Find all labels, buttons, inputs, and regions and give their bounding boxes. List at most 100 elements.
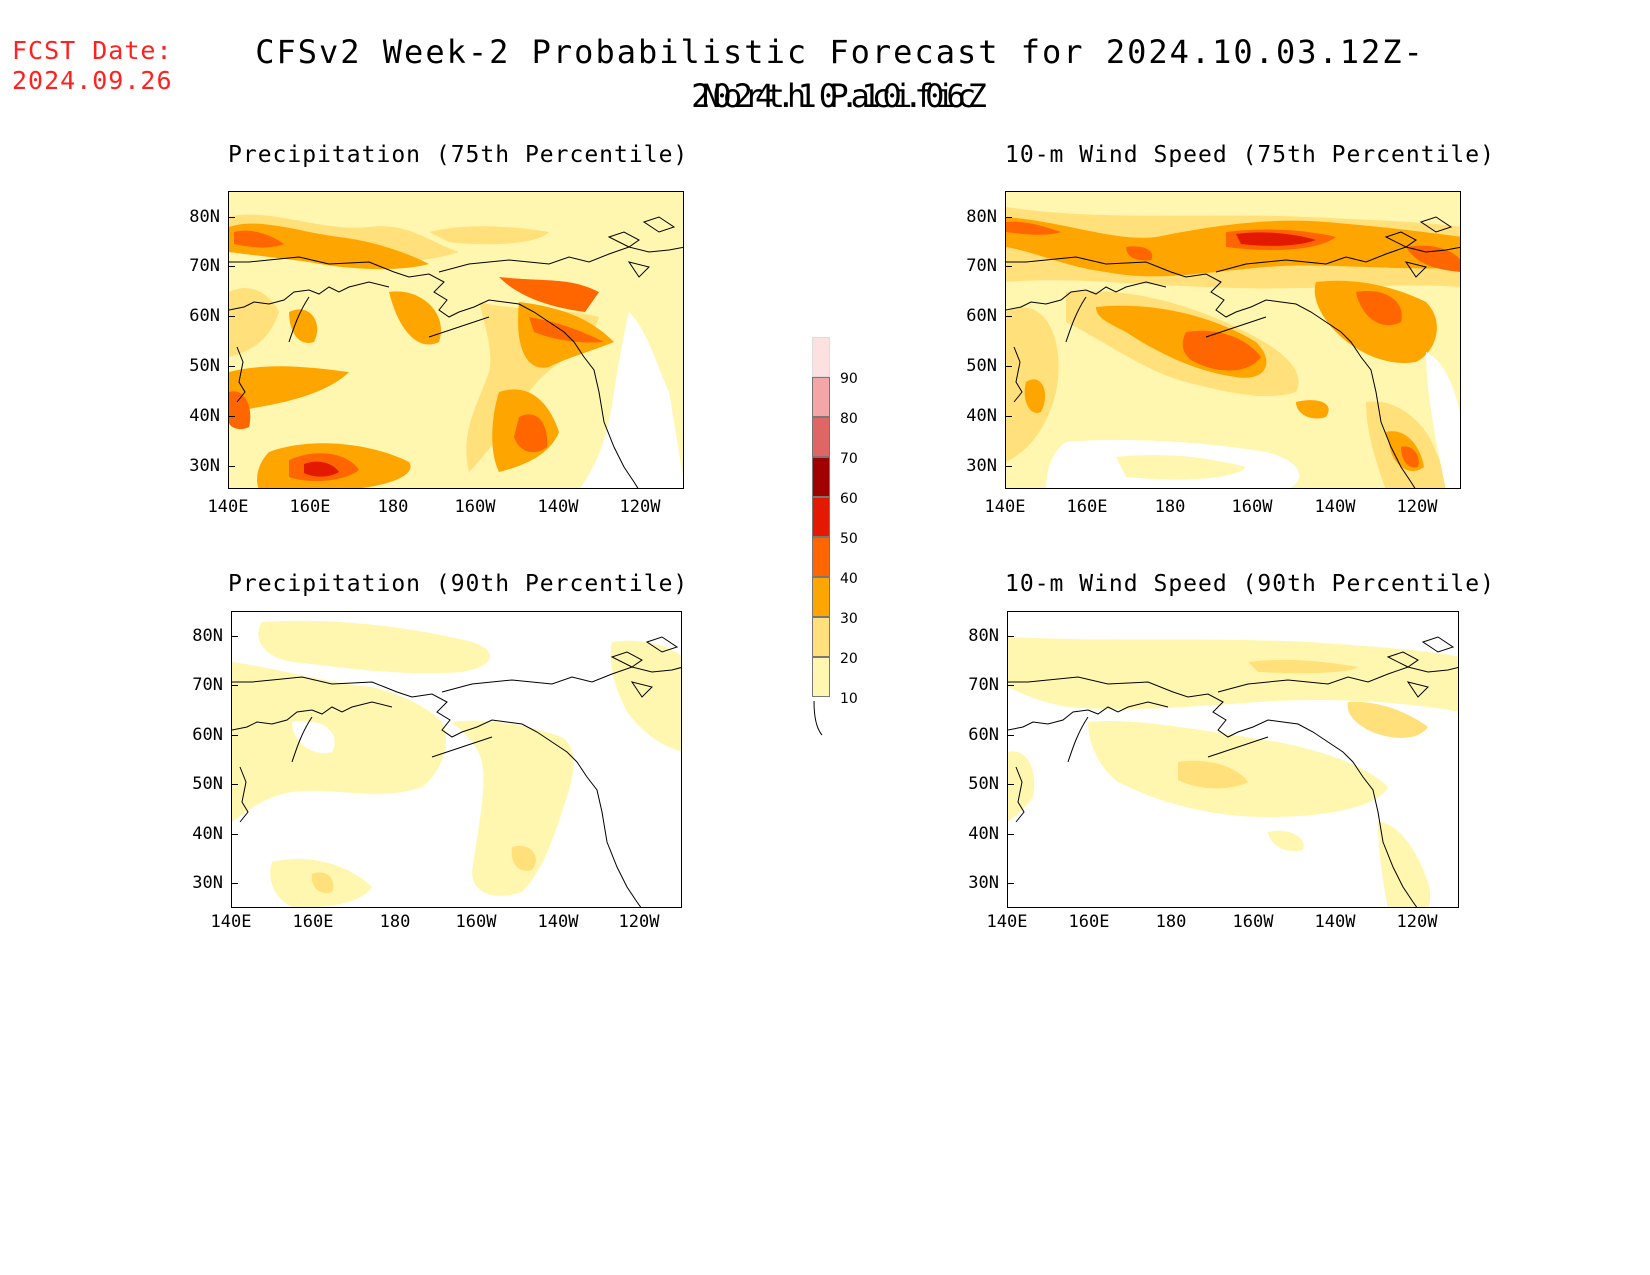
lat-label: 30N — [189, 456, 220, 476]
field-band — [1296, 400, 1329, 419]
forecast-date-block: FCST Date: 2024.09.26 — [12, 36, 173, 96]
lon-label: 160W — [455, 912, 497, 932]
forecast-date-value: 2024.09.26 — [12, 66, 173, 95]
map-precip-75 — [228, 191, 684, 489]
color-legend: 90 80 70 60 50 40 30 20 10 — [812, 337, 892, 737]
tick — [228, 266, 235, 267]
coastline-asia — [229, 281, 390, 311]
field-band — [1126, 246, 1153, 261]
lon-label: 160E — [292, 912, 334, 932]
lon-label: 140W — [537, 912, 579, 932]
map-wind-90-svg — [1008, 612, 1458, 907]
lon-label: 120W — [1396, 497, 1438, 517]
lat-label: 60N — [189, 306, 220, 326]
coastline-kamchatka — [291, 716, 313, 763]
tick — [231, 834, 238, 835]
field-band — [389, 291, 441, 345]
field-band — [1178, 760, 1248, 789]
coastline-kamchatka — [1067, 716, 1089, 763]
lon-label: 140W — [1314, 912, 1356, 932]
lon-label: 160W — [454, 497, 496, 517]
field-band — [1006, 192, 1460, 208]
field-band — [229, 223, 429, 270]
lon-label: 180 — [1155, 912, 1187, 932]
field-band — [1268, 830, 1304, 852]
lon-label: 140E — [986, 912, 1028, 932]
legend-swatch-20 — [812, 617, 830, 657]
legend-swatch-90 — [812, 337, 830, 377]
coastline-kamchatka — [288, 296, 310, 343]
lon-label: 120W — [1396, 912, 1438, 932]
coastline-islands — [1384, 216, 1453, 278]
page-title: CFSv2 Week-2 Probabilistic Forecast for … — [255, 33, 1425, 115]
field-band — [1426, 352, 1460, 488]
field-band — [1378, 822, 1431, 907]
coastline-arctic — [438, 246, 683, 273]
field-band — [1401, 446, 1419, 468]
field-band — [1182, 330, 1261, 371]
coastline-arctic — [441, 666, 681, 693]
tick — [228, 466, 235, 467]
tick — [228, 316, 235, 317]
lon-label: 140W — [1314, 497, 1356, 517]
field-band — [234, 230, 284, 248]
field-band — [514, 414, 548, 453]
lon-label: 160E — [1068, 912, 1110, 932]
field-band — [232, 662, 446, 822]
coastline-north-america — [229, 256, 639, 488]
lat-label: 60N — [966, 306, 997, 326]
field-band — [1006, 221, 1061, 235]
lon-label: 120W — [618, 912, 660, 932]
lat-label: 40N — [192, 824, 223, 844]
lat-label: 70N — [189, 256, 220, 276]
lon-label: 140W — [537, 497, 579, 517]
coastline-japan — [1015, 766, 1025, 823]
map-wind-75 — [1005, 191, 1461, 489]
coastline-kamchatka — [1065, 296, 1087, 343]
coastline-arctic — [1217, 666, 1458, 693]
tick — [231, 883, 238, 884]
lat-label: 70N — [966, 256, 997, 276]
coastline-islands — [610, 636, 679, 698]
coastline-japan — [236, 346, 246, 403]
field-band — [289, 309, 318, 343]
lat-label: 70N — [192, 675, 223, 695]
map-precip-90-svg — [232, 612, 681, 907]
field-band — [580, 312, 683, 488]
legend-swatch-10 — [812, 657, 830, 697]
tick — [231, 784, 238, 785]
coastline-north-america — [1008, 676, 1418, 907]
lat-label: 60N — [968, 725, 999, 745]
legend-label: 80 — [840, 411, 858, 427]
tick — [231, 685, 238, 686]
coastline-asia — [232, 701, 393, 731]
tick — [1005, 466, 1012, 467]
legend-swatch-40 — [812, 537, 830, 577]
coastline-aleutians — [1205, 316, 1267, 338]
tick — [1007, 784, 1014, 785]
lon-label: 160W — [1231, 497, 1273, 517]
lat-label: 50N — [192, 774, 223, 794]
lon-label: 140E — [210, 912, 252, 932]
legend-label: 20 — [840, 651, 858, 667]
lon-label: 160E — [1066, 497, 1108, 517]
panel-title-precip-75: Precipitation (75th Percentile) — [228, 142, 689, 168]
coastline-aleutians — [431, 736, 493, 758]
coastline-aleutians — [428, 316, 490, 338]
coastline-asia — [1008, 701, 1169, 731]
legend-label: 40 — [840, 571, 858, 587]
field-band — [1116, 455, 1246, 480]
field-band — [229, 391, 251, 430]
map-wind-75-svg — [1006, 192, 1460, 488]
field-band — [1064, 390, 1325, 445]
coastline-islands — [1386, 636, 1455, 698]
lat-label: 80N — [192, 626, 223, 646]
panel-title-precip-90: Precipitation (90th Percentile) — [228, 571, 689, 597]
field-band — [429, 226, 549, 245]
legend-swatch-50 — [812, 497, 830, 537]
lat-label: 80N — [189, 207, 220, 227]
lat-label: 50N — [968, 774, 999, 794]
field-band — [1406, 245, 1460, 272]
tick — [1005, 266, 1012, 267]
coastline-islands — [607, 216, 676, 278]
